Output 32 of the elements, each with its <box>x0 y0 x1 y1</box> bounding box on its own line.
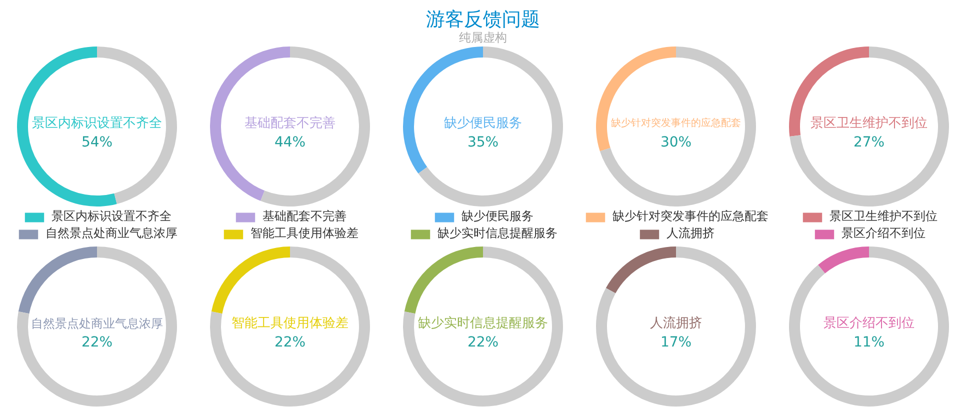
data-label: 44% <box>274 134 306 150</box>
data-label: 17% <box>660 334 692 350</box>
slice-label: 人流拥挤 <box>650 315 702 331</box>
legend-label: 智能工具使用体验差 <box>250 225 358 242</box>
legend-label: 自然景点处商业气息浓厚 <box>46 225 178 242</box>
slice-label: 缺少实时信息提醒服务 <box>418 316 548 331</box>
legend-label: 缺少针对突发事件的应急配套 <box>612 208 768 225</box>
data-label: 11% <box>853 334 885 350</box>
text: 纯属虚构 <box>459 30 507 44</box>
data-label: 22% <box>467 334 499 350</box>
data-label: 27% <box>853 134 885 150</box>
slice-label: 景区内标识设置不齐全 <box>32 116 162 131</box>
text: 游客反馈问题 <box>426 8 540 30</box>
slice-label: 缺少便民服务 <box>444 116 522 131</box>
data-label: 22% <box>274 334 306 350</box>
data-label: 22% <box>81 334 113 350</box>
slice-label: 景区卫生维护不到位 <box>810 116 928 131</box>
slice-label: 基础配套不完善 <box>244 115 336 131</box>
data-label: 35% <box>467 134 499 150</box>
legend-label: 景区内标识设置不齐全 <box>52 208 172 225</box>
slice-label: 景区介绍不到位 <box>824 316 914 331</box>
slice-label: 缺少针对突发事件的应急配套 <box>611 117 741 129</box>
slice-label: 自然景点处商业气息浓厚 <box>31 316 163 330</box>
legend-label: 景区介绍不到位 <box>842 225 926 242</box>
data-label: 30% <box>660 134 692 150</box>
legend-label: 景区卫生维护不到位 <box>830 208 938 225</box>
legend-label: 缺少实时信息提醒服务 <box>438 225 558 242</box>
legend-label: 基础配套不完善 <box>262 208 346 225</box>
legend-label: 缺少便民服务 <box>462 208 534 225</box>
legend-label: 人流拥挤 <box>666 225 714 242</box>
slice-label: 智能工具使用体验差 <box>232 316 348 331</box>
data-label: 54% <box>81 134 113 150</box>
